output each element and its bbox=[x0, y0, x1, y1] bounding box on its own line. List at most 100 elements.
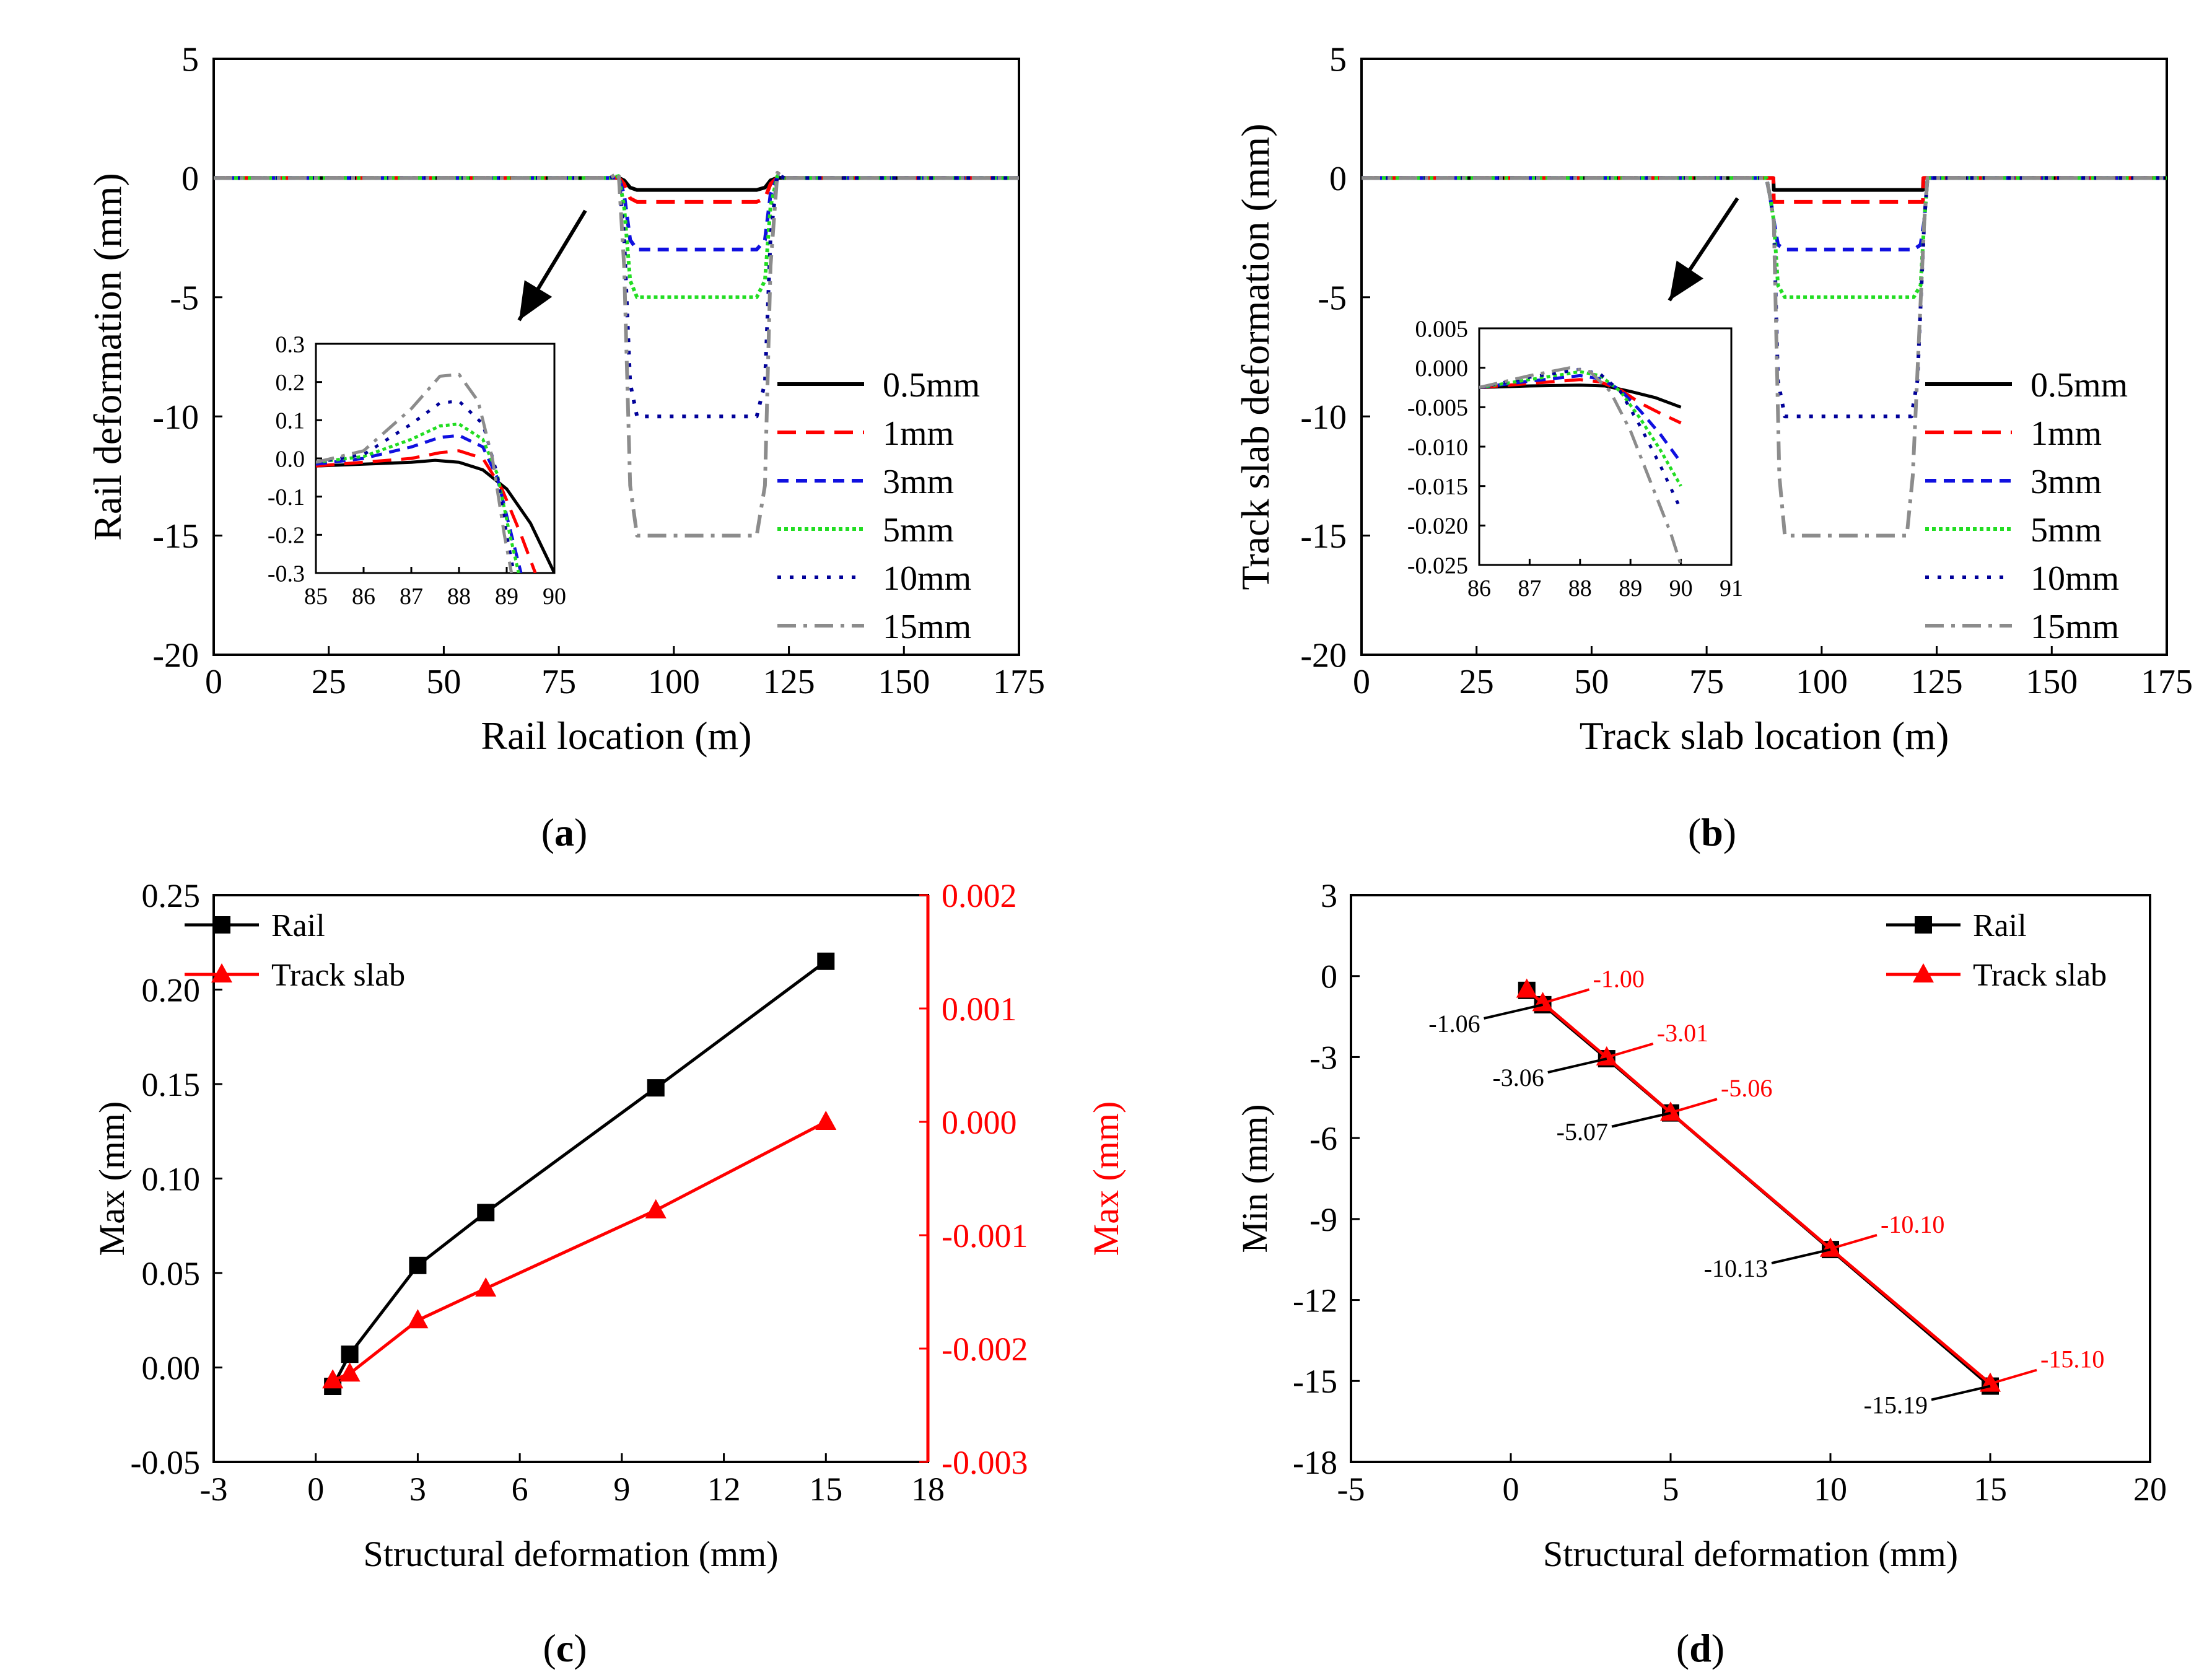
x-tick-label: 50 bbox=[426, 663, 461, 701]
data-point-Rail bbox=[817, 952, 835, 970]
y2-tick-label: 0.002 bbox=[942, 877, 1017, 914]
series-line-3mm bbox=[1362, 176, 2167, 252]
annotation-label-track-slab: -10.10 bbox=[1881, 1210, 1944, 1238]
y-tick-label: 0.25 bbox=[142, 877, 201, 914]
inset-y-tick-label: -0.020 bbox=[1407, 514, 1468, 540]
legend-label-3mm: 3mm bbox=[883, 463, 954, 501]
legend-label-10mm: 10mm bbox=[883, 559, 971, 598]
legend-label-10mm: 10mm bbox=[2031, 559, 2119, 598]
legend-marker-Track slab bbox=[211, 963, 232, 982]
inset-y-tick-label: -0.025 bbox=[1407, 553, 1468, 579]
plot-frame bbox=[1350, 894, 2151, 1463]
data-point-Track slab bbox=[1516, 978, 1537, 998]
inset-y-tick-label: -0.3 bbox=[268, 561, 305, 587]
x-tick-label: 5 bbox=[1663, 1471, 1679, 1508]
inset-series-line-5mm bbox=[1479, 370, 1682, 487]
zoom-arrow-head bbox=[1669, 260, 1703, 300]
y-tick-label: -0.05 bbox=[131, 1444, 200, 1481]
y-tick-label: 0.10 bbox=[142, 1160, 201, 1197]
legend-label-0.5mm: 0.5mm bbox=[2031, 366, 2128, 405]
inset-y-tick-label: -0.1 bbox=[268, 484, 305, 510]
annotation-label-track-slab: -3.01 bbox=[1657, 1019, 1708, 1047]
x-tick-label: -3 bbox=[200, 1471, 228, 1508]
panel-d: -5 0 5 10 15 20 -18 -15 -12 -9 -6 -3 0 3 Structural de… bbox=[1235, 877, 2167, 1574]
panel-label-c: (c) bbox=[543, 1626, 587, 1670]
inset-series-line-15mm bbox=[316, 372, 514, 573]
inset-x-tick-label: 90 bbox=[1669, 575, 1693, 602]
annotation-leader-track-slab bbox=[1606, 1042, 1654, 1059]
inset-y-tick-label: 0.005 bbox=[1415, 316, 1469, 342]
annotation-label-rail: -15.19 bbox=[1864, 1391, 1928, 1419]
x-tick-label: 75 bbox=[541, 663, 576, 701]
data-point-Track slab bbox=[407, 1309, 429, 1329]
series-line-10mm bbox=[1362, 176, 2167, 419]
x-tick-label: 0 bbox=[205, 663, 222, 701]
series-line-1mm bbox=[214, 175, 1019, 204]
series-line-5mm bbox=[1362, 176, 2167, 299]
y-tick-label: 0 bbox=[181, 160, 199, 198]
x-tick-label: 0 bbox=[1503, 1471, 1519, 1508]
inset-x-tick-label: 91 bbox=[1720, 575, 1743, 602]
annotation-leader-rail bbox=[1611, 1111, 1671, 1128]
y2-axis-label: Max (mm) bbox=[1086, 1101, 1126, 1256]
data-point-Rail bbox=[409, 1256, 427, 1274]
legend-label-5mm: 5mm bbox=[883, 511, 954, 549]
y-tick-label: -10 bbox=[1300, 398, 1347, 437]
inset-x-tick-label: 85 bbox=[304, 584, 328, 610]
inset-x-tick-label: 87 bbox=[400, 584, 423, 610]
x-tick-label: 10 bbox=[1814, 1471, 1847, 1508]
annotation-label-track-slab: -1.00 bbox=[1593, 965, 1645, 992]
x-tick-label: 125 bbox=[1911, 663, 1963, 701]
inset-x-tick-label: 89 bbox=[495, 584, 518, 610]
y-tick-label: 0 bbox=[1321, 958, 1337, 995]
panel-a: 0 25 50 75 100 125 150 175 -20 -15 -10 -5 0 5 Rail loc… bbox=[85, 41, 1045, 758]
annotation-label-track-slab: -15.10 bbox=[2040, 1345, 2104, 1373]
inset-y-tick-label: -0.005 bbox=[1407, 395, 1468, 421]
data-point-Track slab bbox=[815, 1111, 837, 1130]
x-tick-label: 0 bbox=[1353, 663, 1370, 701]
inset-series-line-15mm bbox=[1479, 366, 1682, 565]
annotation-leader-rail bbox=[1931, 1385, 1991, 1401]
y2-tick-label: -0.003 bbox=[942, 1444, 1028, 1481]
inset-series-line-10mm bbox=[316, 400, 516, 573]
y-tick-label: -5 bbox=[1318, 279, 1347, 317]
data-point-Track slab bbox=[322, 1369, 344, 1389]
y-tick-label: 5 bbox=[181, 41, 199, 79]
y-tick-label: 0 bbox=[1329, 160, 1347, 198]
series-line-1mm bbox=[1362, 176, 2167, 204]
inset-series-line-1mm bbox=[316, 449, 537, 573]
y-tick-label: -5 bbox=[170, 279, 199, 317]
x-axis-label: Structural deformation (mm) bbox=[363, 1534, 778, 1574]
x-tick-label: 175 bbox=[2141, 663, 2193, 701]
x-tick-label: 125 bbox=[763, 663, 815, 701]
inset-x-tick-label: 90 bbox=[543, 584, 566, 610]
x-tick-label: 75 bbox=[1689, 663, 1724, 701]
inset-x-tick-label: 87 bbox=[1518, 575, 1541, 602]
inset-series-line-0.5mm bbox=[316, 458, 554, 573]
x-tick-label: 25 bbox=[312, 663, 346, 701]
legend-marker-Rail bbox=[1915, 916, 1932, 934]
y-axis-label: Rail deformation (mm) bbox=[85, 173, 129, 541]
x-tick-label: 15 bbox=[809, 1471, 842, 1508]
plot-frame bbox=[212, 58, 1020, 656]
y-tick-label: 0.00 bbox=[142, 1349, 201, 1386]
legend-label-Rail: Rail bbox=[271, 908, 325, 943]
series-line-Track slab bbox=[332, 1120, 827, 1382]
x-axis-label: Structural deformation (mm) bbox=[1543, 1534, 1958, 1574]
y-tick-label: -10 bbox=[152, 398, 199, 437]
legend-label-1mm: 1mm bbox=[2031, 414, 2102, 453]
y-tick-label: -20 bbox=[1300, 637, 1347, 675]
data-point-Track slab bbox=[1660, 1101, 1681, 1121]
legend-label-0.5mm: 0.5mm bbox=[883, 366, 980, 405]
y2-tick-label: -0.001 bbox=[942, 1217, 1028, 1254]
inset-y-tick-label: -0.2 bbox=[268, 523, 305, 549]
x-tick-label: 150 bbox=[878, 663, 930, 701]
inset-x-tick-label: 88 bbox=[447, 584, 471, 610]
panel-label-a: (a) bbox=[541, 810, 588, 854]
x-tick-label: 9 bbox=[613, 1471, 630, 1508]
y2-tick-label: 0.001 bbox=[942, 991, 1017, 1028]
inset-x-tick-label: 86 bbox=[1467, 575, 1491, 602]
annotation-leader-track-slab bbox=[1990, 1368, 2037, 1385]
inset-y-tick-label: 0.1 bbox=[276, 408, 305, 434]
